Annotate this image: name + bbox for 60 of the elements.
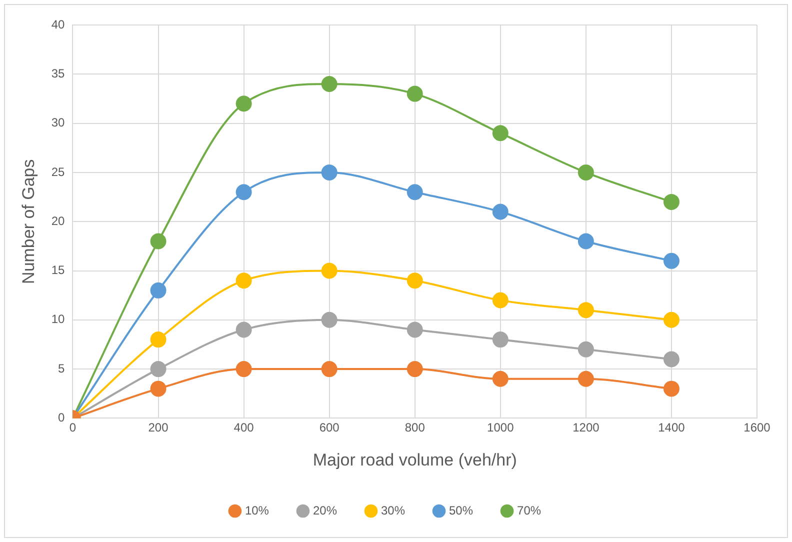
x-tick-label: 1600 bbox=[744, 420, 771, 435]
y-tick-label: 5 bbox=[58, 361, 66, 376]
y-tick-label: 35 bbox=[51, 66, 66, 80]
point bbox=[663, 351, 680, 368]
x-tick-label: 600 bbox=[319, 420, 340, 435]
point bbox=[406, 184, 423, 200]
point bbox=[406, 361, 423, 378]
point bbox=[150, 361, 166, 378]
point bbox=[321, 76, 338, 92]
legend-label: 10% bbox=[244, 503, 270, 518]
y-tick-label: 20 bbox=[51, 214, 66, 228]
point bbox=[492, 332, 508, 348]
point bbox=[578, 302, 594, 318]
point bbox=[578, 233, 594, 250]
point bbox=[236, 361, 252, 378]
point bbox=[663, 252, 680, 269]
point bbox=[321, 361, 338, 378]
point bbox=[236, 272, 252, 289]
x-tick-label: 0 bbox=[69, 420, 76, 435]
legend-label: 30% bbox=[380, 503, 406, 518]
point bbox=[150, 233, 166, 250]
legend-label: 20% bbox=[312, 503, 338, 518]
point bbox=[492, 125, 508, 142]
legend-label: 70% bbox=[517, 503, 542, 518]
point bbox=[321, 312, 338, 328]
point bbox=[663, 312, 680, 328]
x-tick-label: 1000 bbox=[487, 420, 514, 435]
point bbox=[236, 184, 252, 200]
y-tick-label: 10 bbox=[51, 312, 66, 326]
y-tick-label: 30 bbox=[51, 116, 66, 130]
point bbox=[492, 370, 508, 387]
legend-label: 50% bbox=[449, 503, 474, 518]
point bbox=[236, 96, 252, 112]
point bbox=[150, 332, 166, 348]
y-tick-label: 15 bbox=[51, 263, 66, 278]
point bbox=[150, 380, 166, 397]
y-tick-label: 25 bbox=[51, 164, 66, 179]
point bbox=[150, 282, 166, 298]
point bbox=[236, 322, 252, 338]
point bbox=[492, 204, 508, 220]
y-axis-title: Number of Gaps bbox=[18, 159, 38, 284]
point bbox=[321, 262, 338, 279]
x-tick-label: 800 bbox=[404, 420, 426, 435]
point bbox=[578, 341, 594, 358]
point bbox=[406, 272, 423, 289]
x-tick-label: 200 bbox=[148, 420, 169, 435]
x-tick-label: 1400 bbox=[658, 420, 686, 435]
x-tick-label: 1200 bbox=[572, 420, 600, 435]
x-axis-title: Major road volume (veh/hr) bbox=[312, 450, 517, 470]
point bbox=[492, 292, 508, 308]
y-tick-label: 40 bbox=[51, 17, 66, 32]
x-tick-label: 400 bbox=[234, 420, 254, 435]
point bbox=[663, 194, 680, 210]
point bbox=[406, 322, 423, 338]
point bbox=[578, 370, 594, 387]
point bbox=[578, 164, 594, 180]
y-tick-label: 0 bbox=[58, 410, 66, 425]
point bbox=[663, 380, 680, 397]
point bbox=[321, 164, 338, 180]
point bbox=[406, 86, 423, 102]
